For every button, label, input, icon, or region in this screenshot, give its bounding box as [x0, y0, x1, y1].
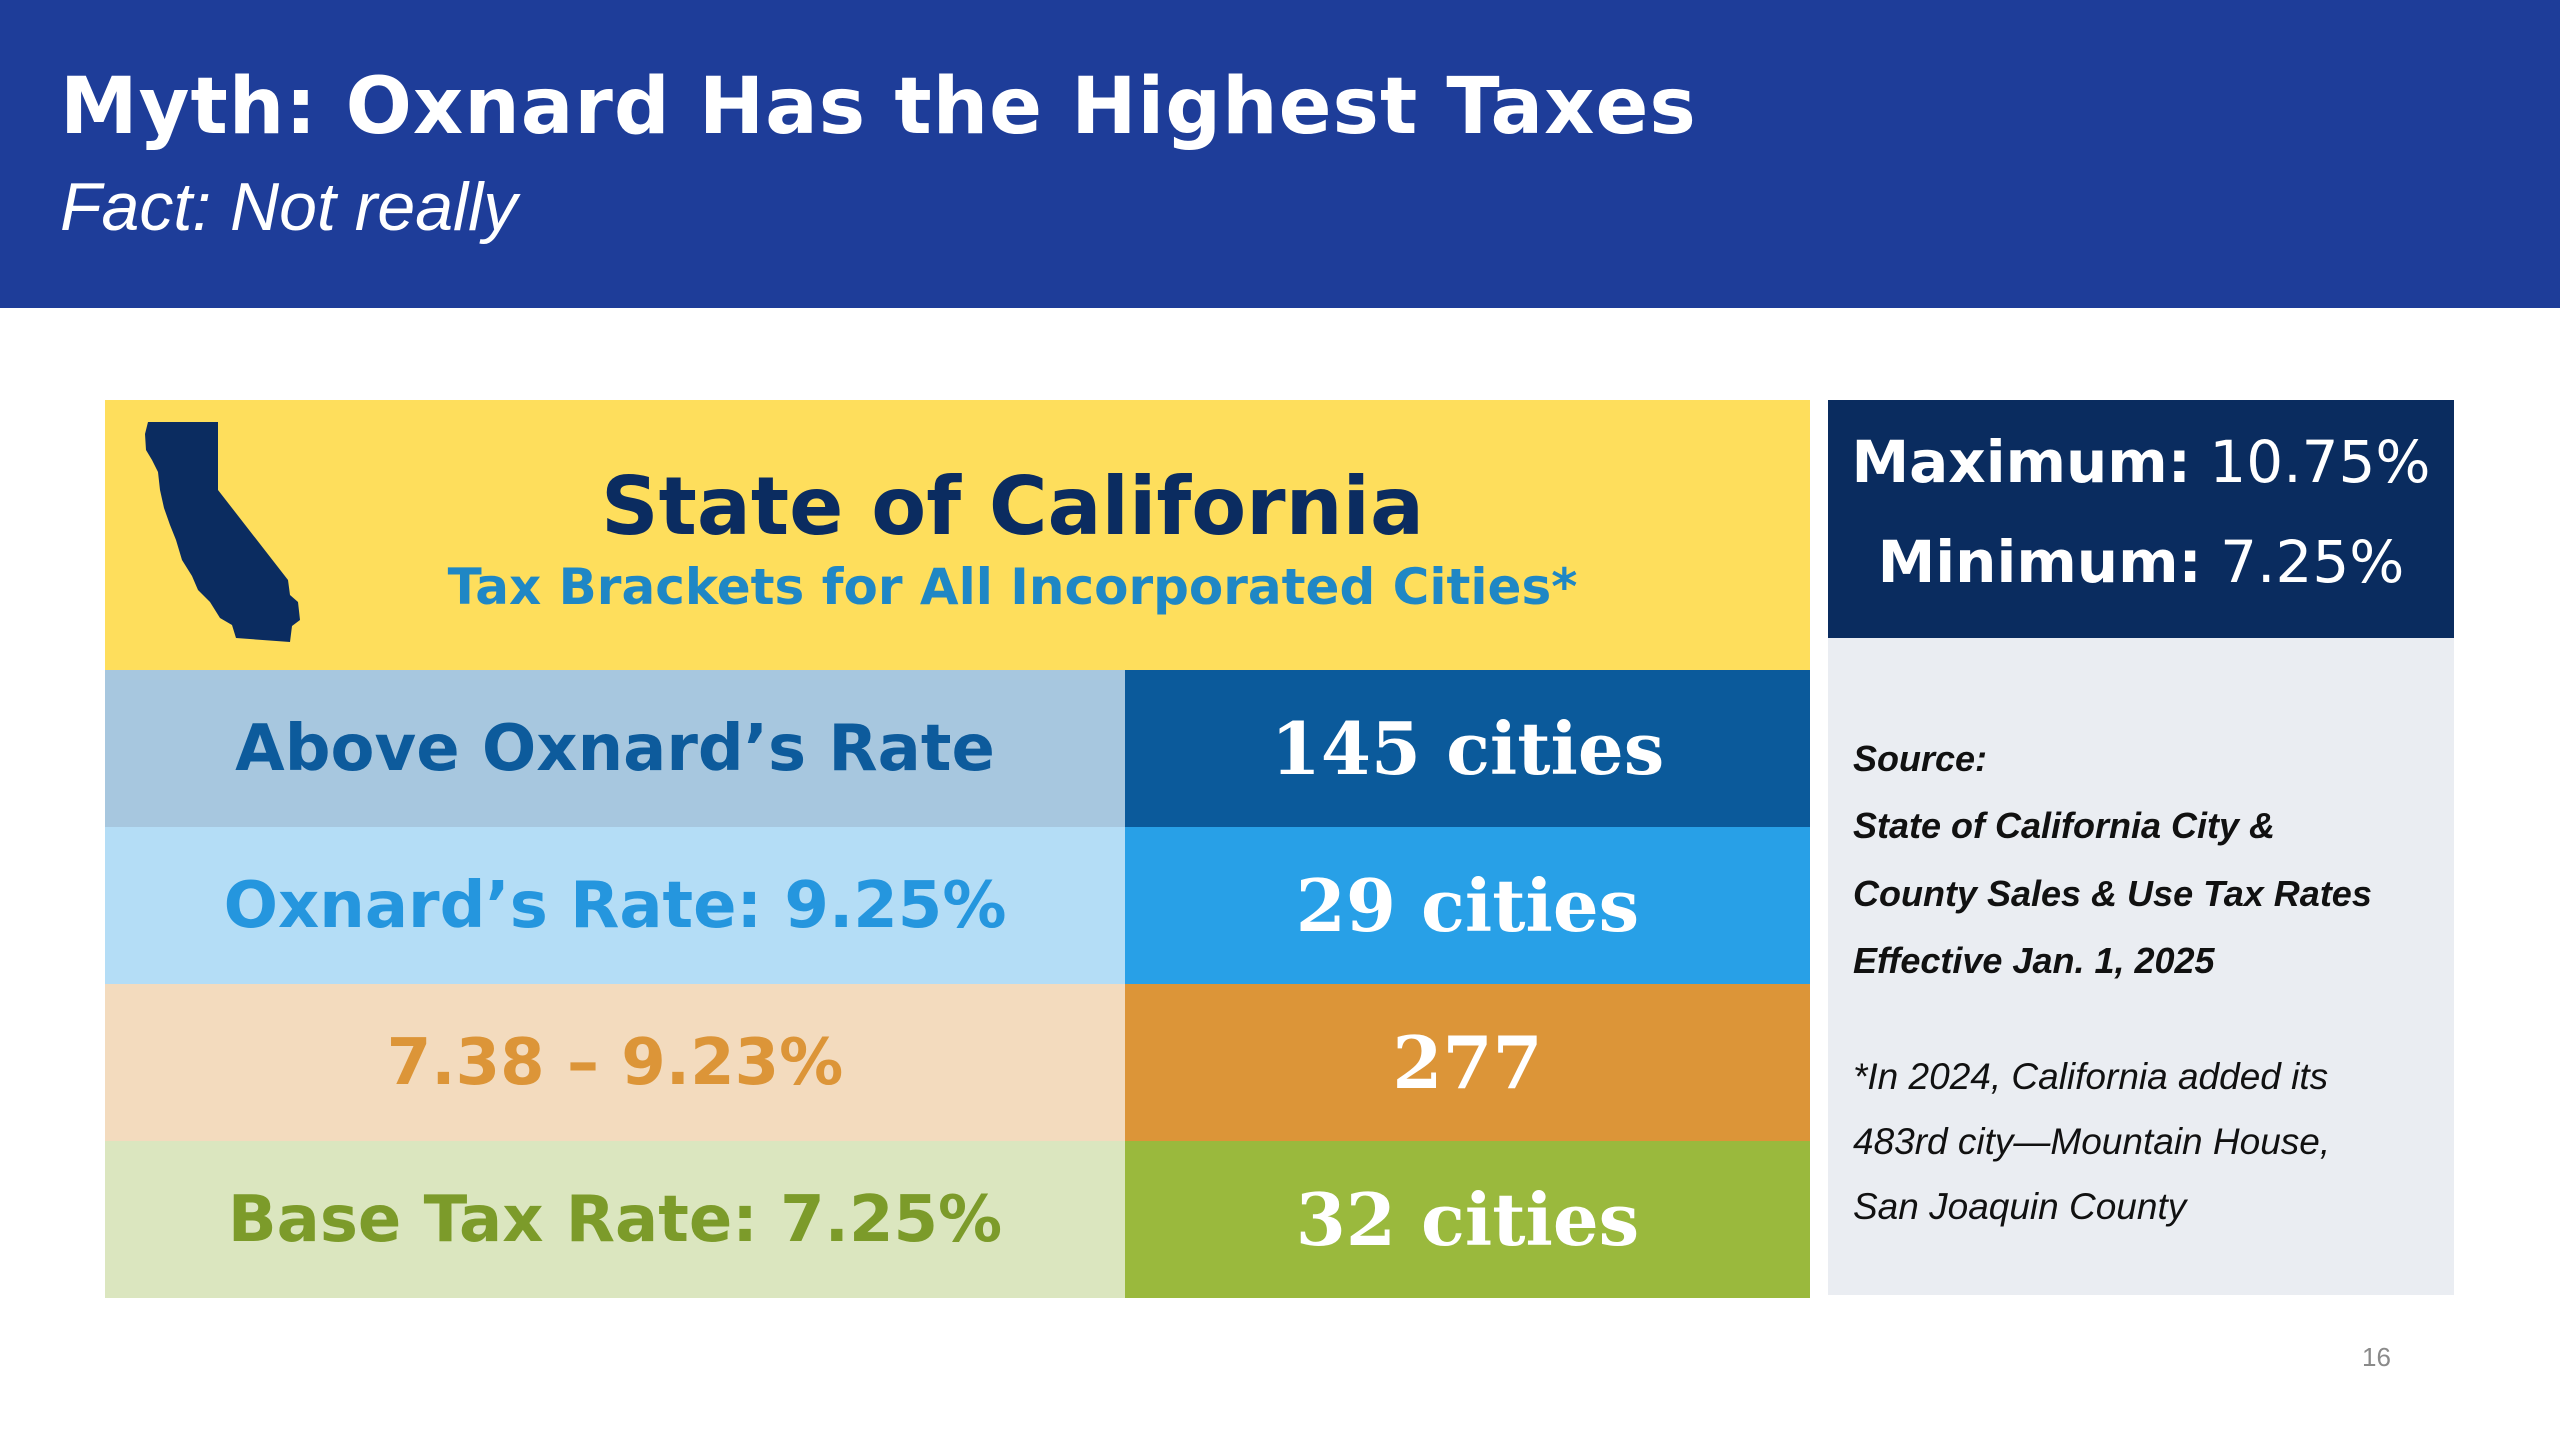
bracket-count: 145 cities: [1125, 670, 1810, 827]
bracket-row-oxnard: Oxnard’s Rate: 9.25% 29 cities: [105, 827, 1810, 984]
bracket-count: 29 cities: [1125, 827, 1810, 984]
minimum-rate: Minimum: 7.25%: [1828, 528, 2454, 596]
bracket-count: 277: [1125, 984, 1810, 1141]
california-title: State of California: [601, 460, 1424, 553]
source-line: Effective Jan. 1, 2025: [1853, 940, 2215, 981]
footnote-line: 483rd city—Mountain House,: [1853, 1121, 2331, 1162]
minimum-value: 7.25%: [2220, 528, 2405, 596]
california-subtitle: Tax Brackets for All Incorporated Cities…: [447, 558, 1578, 616]
california-header-panel: State of California Tax Brackets for All…: [105, 400, 1810, 670]
rate-range-box: Maximum: 10.75% Minimum: 7.25%: [1828, 400, 2454, 638]
maximum-label: Maximum:: [1851, 428, 2191, 496]
source-panel: Source: State of California City & Count…: [1828, 638, 2454, 1295]
minimum-label: Minimum:: [1877, 528, 2202, 596]
footnote-line: San Joaquin County: [1853, 1186, 2187, 1227]
bracket-label: 7.38 – 9.23%: [105, 984, 1125, 1141]
source-line: State of California City &: [1853, 805, 2276, 846]
bracket-label: Above Oxnard’s Rate: [105, 670, 1125, 827]
footnote-line: *In 2024, California added its: [1853, 1056, 2329, 1097]
slide-header: Myth: Oxnard Has the Highest Taxes Fact:…: [0, 0, 2560, 308]
page-number: 16: [2362, 1342, 2391, 1372]
bracket-row-above: Above Oxnard’s Rate 145 cities: [105, 670, 1810, 827]
bracket-label: Base Tax Rate: 7.25%: [105, 1141, 1125, 1298]
slide-title: Myth: Oxnard Has the Highest Taxes: [60, 62, 1697, 152]
california-map-icon: [145, 422, 300, 642]
maximum-value: 10.75%: [2209, 428, 2431, 496]
bracket-count: 32 cities: [1125, 1141, 1810, 1298]
source-heading: Source:: [1853, 738, 1988, 779]
slide-subtitle: Fact: Not really: [60, 169, 518, 245]
source-line: County Sales & Use Tax Rates: [1853, 873, 2372, 914]
bracket-row-base: Base Tax Rate: 7.25% 32 cities: [105, 1141, 1810, 1298]
bracket-row-mid: 7.38 – 9.23% 277: [105, 984, 1810, 1141]
bracket-label: Oxnard’s Rate: 9.25%: [105, 827, 1125, 984]
maximum-rate: Maximum: 10.75%: [1828, 428, 2454, 496]
